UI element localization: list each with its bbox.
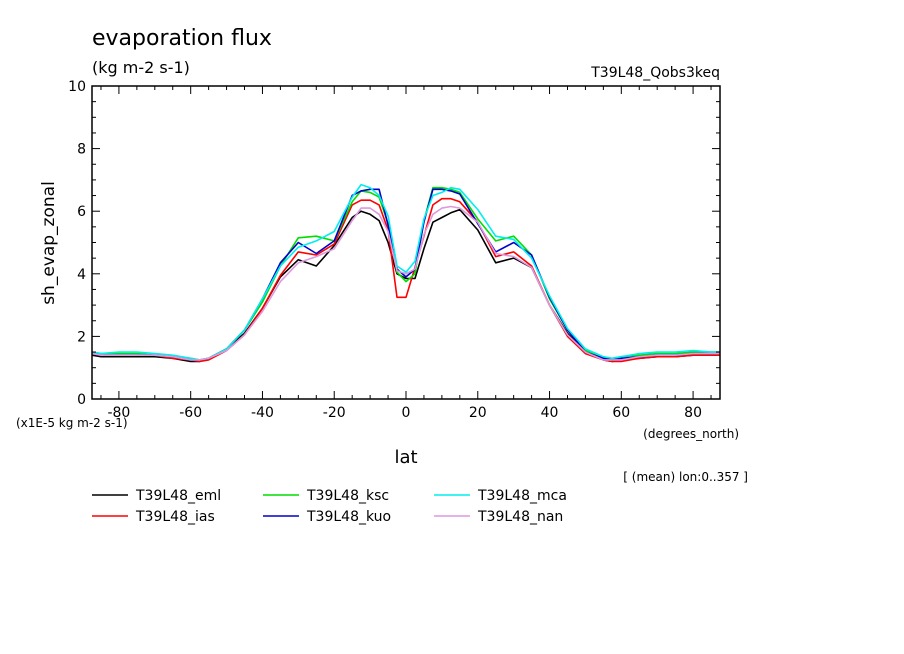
y-tick-label: 2 [77, 329, 86, 345]
series-line-T39L48_ias [91, 197, 720, 363]
x-tick-label: 60 [612, 405, 630, 421]
x-tick-label: -60 [179, 405, 202, 421]
x-tick-label: 0 [402, 405, 411, 421]
y-tick-label: 4 [77, 267, 86, 283]
x-tick-label: -80 [107, 405, 130, 421]
series-line-T39L48_nan [91, 205, 720, 361]
y-tick-label: 6 [77, 204, 86, 220]
y-scale-note: (x1E-5 kg m-2 s-1) [16, 416, 128, 430]
chart-units: (kg m-2 s-1) [92, 58, 190, 77]
y-tick-label: 8 [77, 142, 86, 158]
x-tick-label: -20 [323, 405, 346, 421]
x-axis-label: lat [394, 447, 417, 468]
legend-label-T39L48_kuo: T39L48_kuo [306, 509, 391, 525]
legend-label-T39L48_ksc: T39L48_ksc [306, 488, 389, 504]
series-line-T39L48_mca [91, 183, 720, 361]
plot-frame [91, 85, 721, 400]
x-tick-label: 20 [469, 405, 487, 421]
x-tick-label: 80 [684, 405, 702, 421]
legend-label-T39L48_mca: T39L48_mca [477, 488, 567, 504]
series-layer [91, 183, 720, 363]
y-tick-label: 10 [68, 79, 86, 95]
y-tick-label: 0 [77, 392, 86, 408]
legend-label-T39L48_eml: T39L48_eml [135, 488, 221, 504]
x-tick-label: 40 [541, 405, 559, 421]
legend-label-T39L48_nan: T39L48_nan [477, 509, 563, 525]
run-label: T39L48_Qobs3keq [590, 65, 720, 81]
y-axis-label: sh_evap_zonal [39, 181, 59, 305]
tick-layer: -80 -60 -40 -20 0 20 40 60 80 0 2 4 6 8 10 [68, 79, 720, 421]
series-line-T39L48_eml [91, 208, 720, 363]
x-tick-label: -40 [251, 405, 274, 421]
legend-label-T39L48_ias: T39L48_ias [135, 509, 215, 525]
averaging-note: [ (mean) lon:0..357 ] [623, 470, 748, 484]
x-axis-units: (degrees_north) [643, 427, 739, 441]
chart-title: evaporation flux [92, 26, 272, 51]
legend: T39L48_eml T39L48_ias T39L48_ksc T39L48_kuo… [92, 488, 567, 525]
